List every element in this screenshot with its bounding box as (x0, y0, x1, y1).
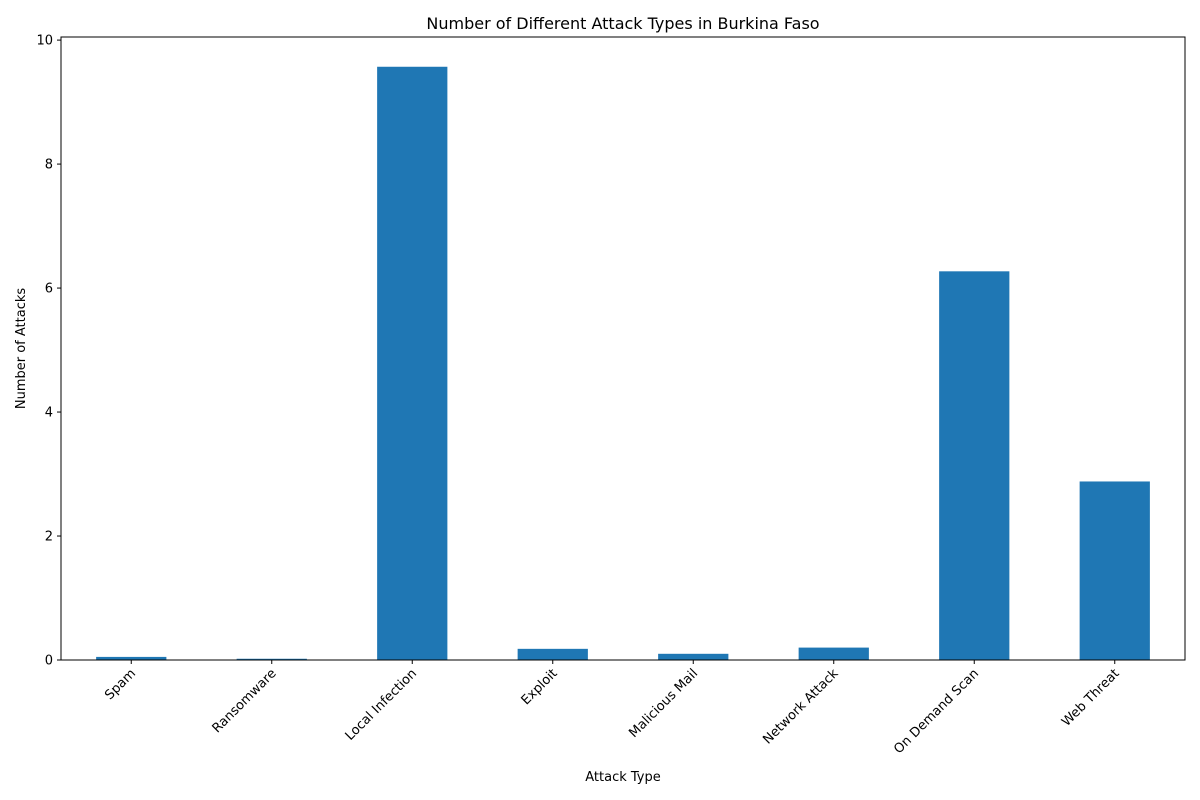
y-tick-label: 6 (45, 282, 53, 297)
x-tick-label: Exploit (519, 666, 561, 708)
x-tick-label: Local Infection (343, 666, 420, 743)
y-tick-label: 4 (45, 406, 53, 421)
x-tick-label: Malicious Mail (626, 666, 701, 741)
y-axis: 0 2 4 6 8 10 (36, 34, 61, 669)
bar-ransomware (236, 658, 307, 660)
x-tick-label: Spam (102, 666, 139, 703)
bar-spam (96, 656, 167, 660)
y-tick-label: 0 (45, 654, 53, 669)
y-tick-label: 8 (45, 158, 53, 173)
x-tick-label: Ransomware (210, 666, 280, 736)
x-axis-label: Attack Type (585, 770, 661, 785)
plot-frame (60, 36, 1186, 661)
y-tick-label: 10 (36, 34, 53, 49)
bar-local-infection (377, 66, 448, 660)
chart-title: Number of Different Attack Types in Burk… (426, 14, 819, 33)
bar-malicious-mail (658, 653, 729, 660)
x-tick-label: Web Threat (1059, 666, 1122, 729)
y-tick-label: 2 (45, 530, 53, 545)
y-axis-label: Number of Attacks (14, 288, 29, 410)
plot-area (60, 36, 1186, 661)
bar-exploit (517, 648, 588, 660)
x-axis: Spam Ransomware Local Infection Exploit Mali… (102, 660, 1123, 757)
bar-web-threat (1079, 481, 1150, 660)
bar-on-demand-scan (939, 271, 1010, 660)
x-tick-label: On Demand Scan (891, 666, 982, 757)
bar-network-attack (798, 647, 869, 660)
x-tick-label: Network Attack (760, 666, 842, 748)
